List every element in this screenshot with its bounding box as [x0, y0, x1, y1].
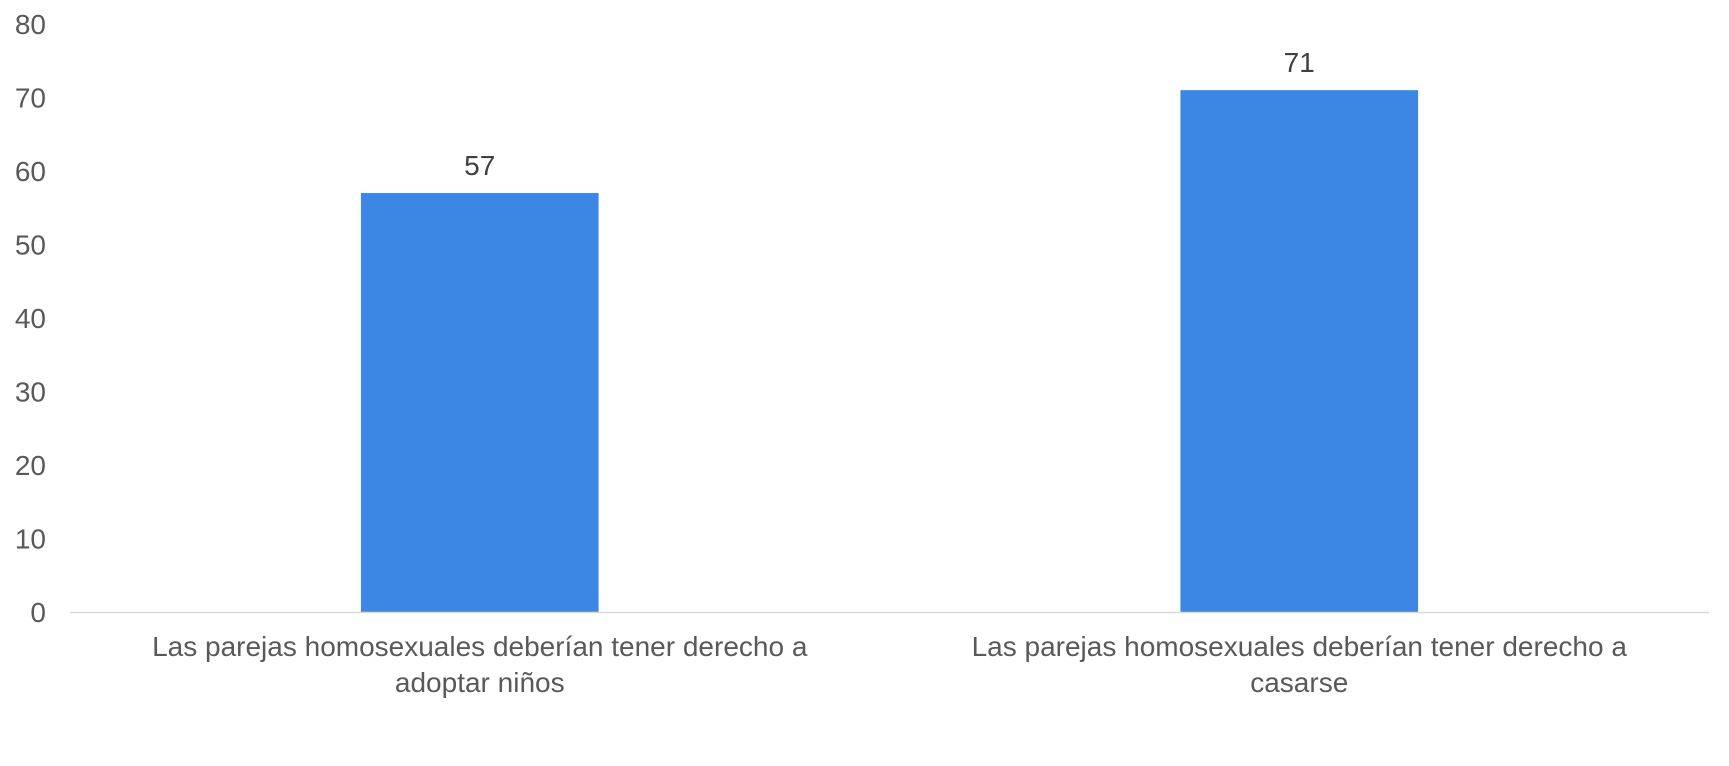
y-tick-label: 80 [15, 9, 46, 40]
y-tick-label: 60 [15, 156, 46, 187]
y-tick-label: 0 [30, 597, 46, 628]
bar-data-label: 57 [464, 150, 495, 181]
bar [360, 193, 599, 613]
bar-data-label: 71 [1284, 47, 1315, 78]
y-tick-label: 10 [15, 524, 46, 555]
bar [1180, 90, 1419, 612]
y-tick-label: 40 [15, 303, 46, 334]
category-label-line: adoptar niños [395, 667, 565, 698]
category-label-line: casarse [1250, 667, 1348, 698]
category-label-line: Las parejas homosexuales deberían tener … [152, 631, 808, 662]
bars [360, 90, 1419, 613]
y-tick-label: 30 [15, 377, 46, 408]
x-axis-category-labels: Las parejas homosexuales deberían tener … [152, 631, 1627, 698]
y-tick-label: 50 [15, 230, 46, 261]
y-tick-label: 70 [15, 83, 46, 114]
category-label-line: Las parejas homosexuales deberían tener … [972, 631, 1628, 662]
y-tick-label: 20 [15, 450, 46, 481]
y-axis-tick-labels: 0 10 20 30 40 50 60 70 80 [15, 9, 46, 628]
data-labels: 57 71 [464, 47, 1315, 181]
